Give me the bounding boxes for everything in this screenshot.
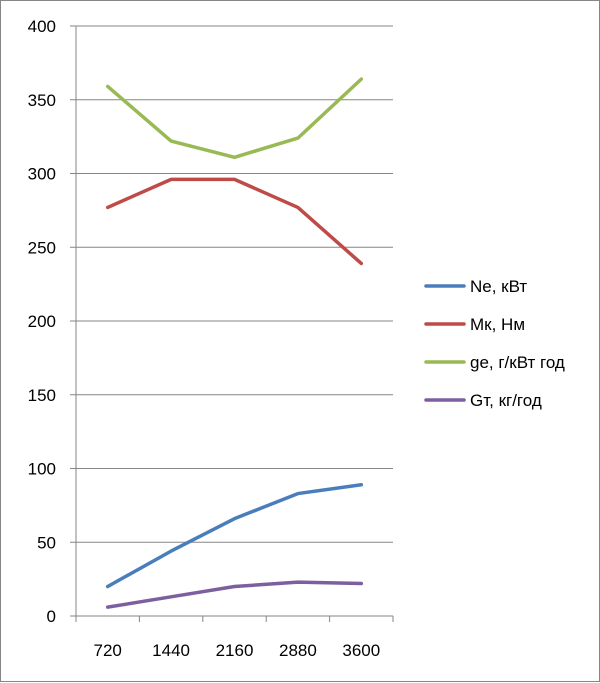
gridlines (76, 26, 393, 542)
series-line-4 (108, 582, 362, 607)
x-tick-label: 720 (94, 641, 122, 660)
y-tick-label: 0 (47, 607, 56, 626)
legend-label-3: ge, г/кВт год (470, 353, 565, 372)
y-tick-label: 100 (28, 460, 56, 479)
y-tick-label: 400 (28, 17, 56, 36)
axes (70, 26, 393, 622)
legend-label-1: Ne, кВт (470, 277, 527, 296)
series-lines (108, 79, 362, 607)
series-line-2 (108, 179, 362, 263)
x-tick-label: 1440 (152, 641, 190, 660)
x-tick-label: 3600 (342, 641, 380, 660)
y-tick-label: 300 (28, 165, 56, 184)
y-tick-label: 350 (28, 91, 56, 110)
tick-labels: 0 50 100 150 200 250 300 350 400 720 1440 2160 2880 3… (28, 17, 381, 660)
y-tick-label: 150 (28, 386, 56, 405)
legend-label-2: Мк, Нм (470, 315, 525, 334)
y-tick-label: 200 (28, 312, 56, 331)
y-tick-label: 50 (37, 533, 56, 552)
series-line-3 (108, 79, 362, 157)
x-tick-label: 2160 (216, 641, 254, 660)
series-line-1 (108, 485, 362, 587)
legend: Ne, кВт Мк, Нм ge, г/кВт год Gт, кг/год (426, 277, 565, 410)
x-tick-label: 2880 (279, 641, 317, 660)
y-tick-label: 250 (28, 238, 56, 257)
legend-label-4: Gт, кг/год (470, 391, 542, 410)
